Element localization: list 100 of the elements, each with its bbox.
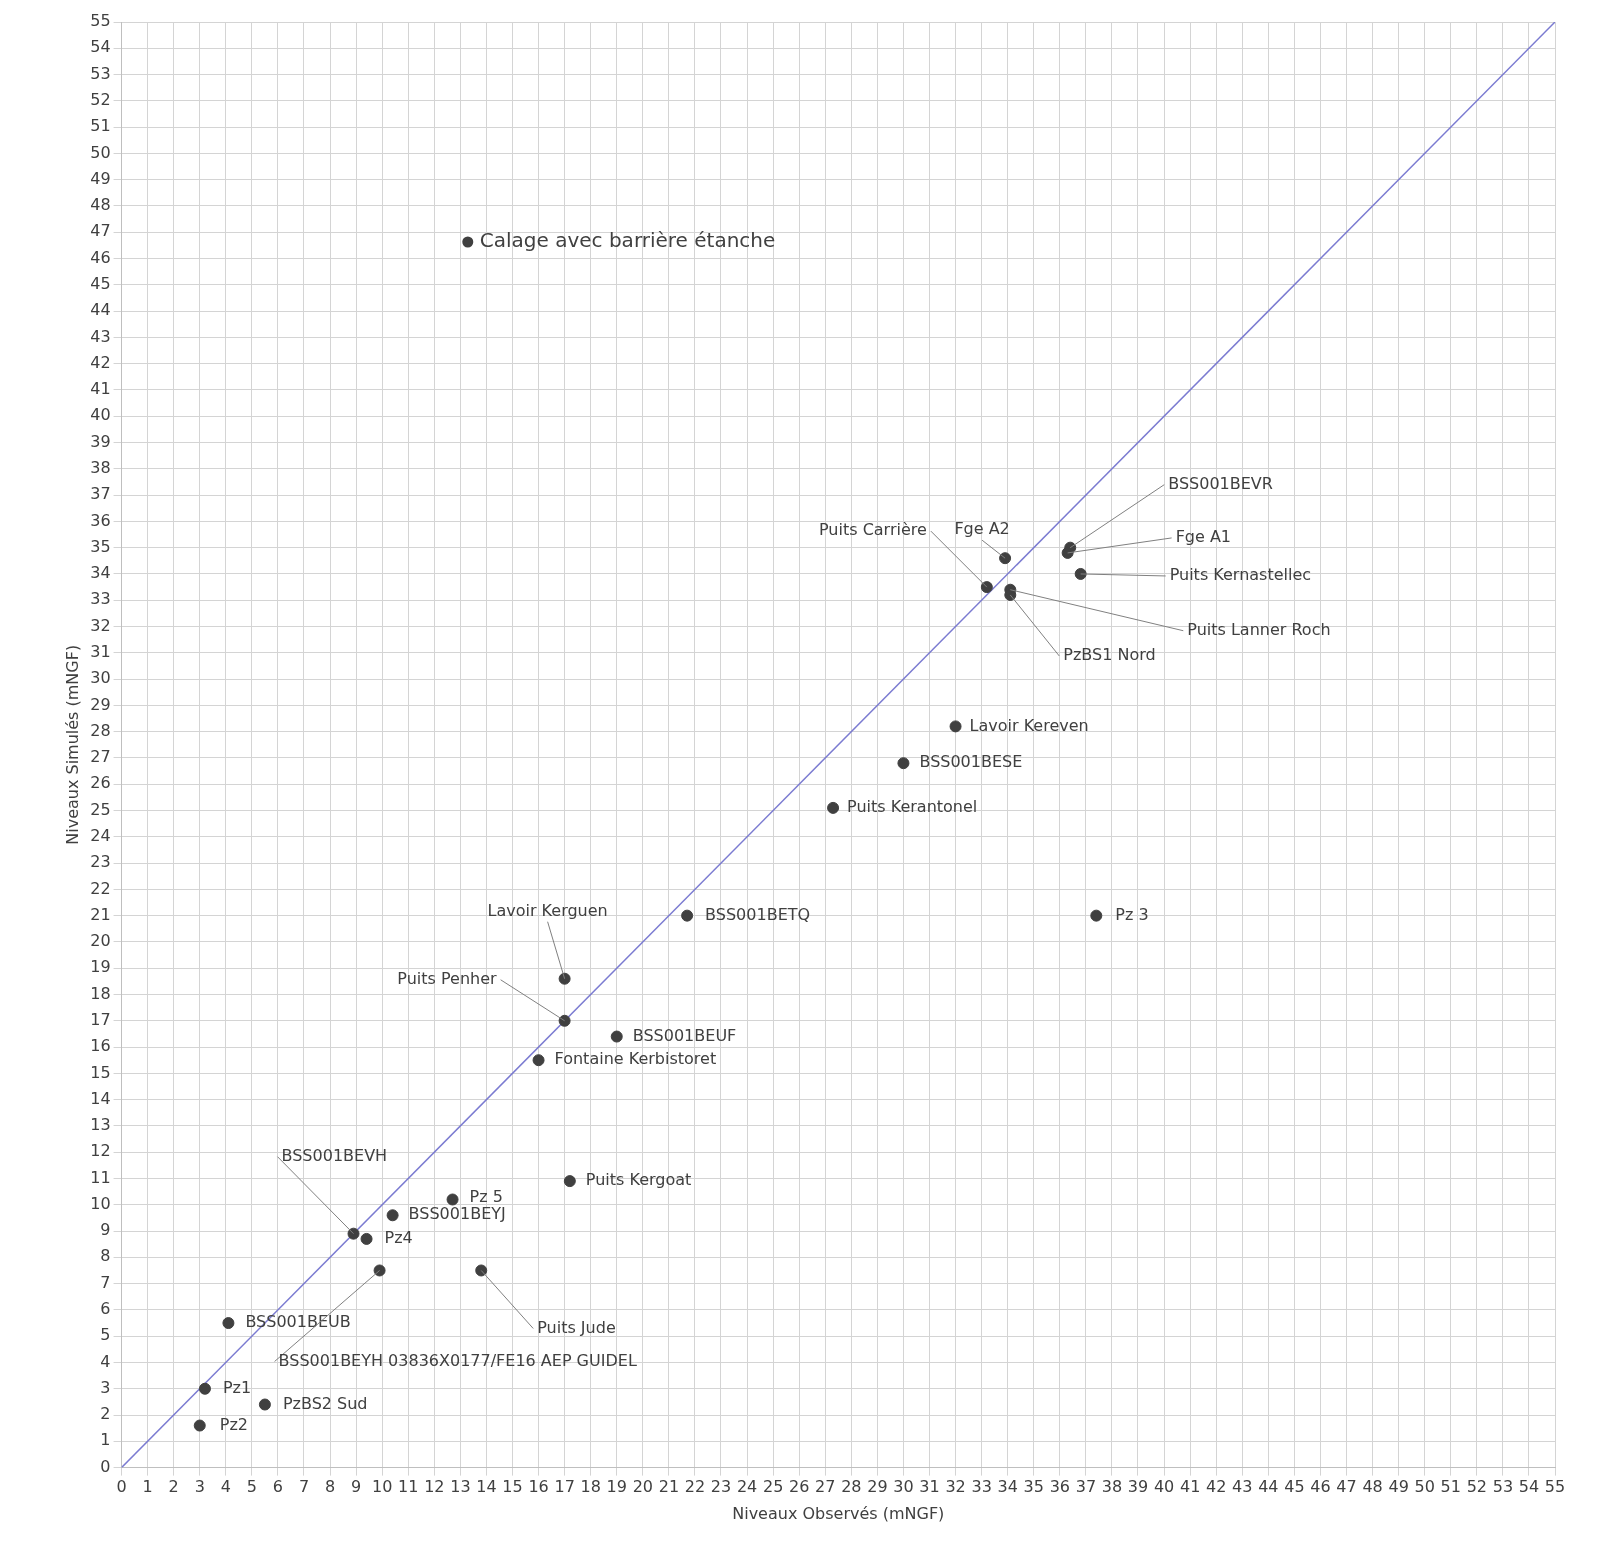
annotation: Pz 5 (469, 1186, 503, 1206)
y-tick-label: 37 (90, 484, 111, 504)
annotation: Puits Penher (397, 968, 498, 988)
x-axis-title: Niveaux Observés (mNGF) (732, 1503, 945, 1523)
y-tick-label: 44 (90, 300, 111, 320)
x-tick-label: 17 (554, 1477, 575, 1497)
x-tick-label: 10 (372, 1477, 393, 1497)
point (681, 909, 694, 922)
y-tick-label: 29 (90, 694, 111, 714)
y-tick-label: 55 (90, 11, 111, 31)
y-tick-label: 32 (90, 615, 111, 635)
point (446, 1193, 459, 1206)
x-tick-label: 4 (220, 1477, 231, 1497)
y-tick-label: 20 (90, 931, 111, 951)
x-tick-label: 14 (476, 1477, 497, 1497)
x-tick-label: 32 (945, 1477, 966, 1497)
y-tick-label: 48 (90, 195, 111, 215)
y-tick-label: 23 (90, 852, 111, 872)
y-tick-label: 1 (100, 1430, 111, 1450)
annotation: Puits Lanner Roch (1187, 619, 1331, 639)
annotation: Puits Kergoat (585, 1170, 692, 1190)
y-tick-label: 27 (90, 747, 111, 767)
y-tick-label: 47 (90, 221, 111, 241)
y-tick-label: 26 (90, 773, 111, 793)
y-tick-label: 54 (90, 37, 111, 57)
annotation: BSS001BEVR (1168, 473, 1273, 493)
y-tick-label: 13 (90, 1115, 111, 1135)
x-tick-label: 53 (1492, 1477, 1514, 1497)
x-tick-label: 34 (997, 1477, 1018, 1497)
annotation: Fge A1 (1175, 527, 1232, 547)
x-tick-label: 29 (867, 1477, 888, 1497)
x-tick-label: 33 (971, 1477, 992, 1497)
point (386, 1209, 399, 1222)
x-tick-label: 31 (919, 1477, 940, 1497)
annotation: Fge A2 (954, 519, 1010, 539)
y-tick-label: 39 (90, 431, 111, 451)
x-tick-label: 13 (450, 1477, 471, 1497)
y-tick-label: 9 (100, 1220, 111, 1240)
point (222, 1317, 235, 1330)
x-tick-label: 8 (324, 1477, 336, 1497)
y-tick-label: 2 (100, 1404, 111, 1424)
y-tick-label: 4 (100, 1351, 111, 1371)
y-tick-label: 35 (90, 536, 111, 556)
y-tick-label: 45 (90, 273, 111, 293)
y-tick-label: 28 (90, 720, 111, 740)
x-tick-label: 40 (1153, 1477, 1175, 1497)
annotation: BSS001BETQ (705, 904, 811, 924)
annotation: PzBS2 Sud (282, 1393, 368, 1413)
x-tick-label: 43 (1232, 1477, 1253, 1497)
annotation: Lavoir Kerguen (487, 900, 608, 920)
y-tick-label: 18 (90, 983, 111, 1003)
y-tick-label: 6 (100, 1299, 111, 1319)
x-tick-label: 9 (351, 1477, 362, 1497)
y-tick-label: 19 (90, 957, 111, 977)
y-tick-label: 24 (90, 825, 111, 845)
x-tick-label: 50 (1414, 1477, 1435, 1497)
x-tick-label: 2 (168, 1477, 179, 1497)
annotation: Puits Kernastellec (1169, 565, 1312, 585)
x-tick-label: 27 (815, 1477, 836, 1497)
y-tick-label: 38 (90, 457, 111, 477)
y-tick-label: 21 (90, 904, 111, 924)
y-tick-label: 22 (90, 878, 111, 898)
point (532, 1054, 545, 1067)
x-tick-label: 20 (632, 1477, 653, 1497)
x-tick-label: 25 (762, 1477, 784, 1497)
y-tick-label: 34 (90, 563, 111, 583)
y-axis-title: Niveaux Simulés (mNGF) (62, 644, 82, 845)
x-tick-label: 46 (1310, 1477, 1331, 1497)
x-tick-label: 15 (502, 1477, 523, 1497)
y-tick-label: 0 (100, 1456, 111, 1476)
x-tick-label: 6 (272, 1477, 284, 1497)
x-tick-label: 26 (789, 1477, 810, 1497)
x-tick-label: 3 (194, 1477, 205, 1497)
x-tick-label: 44 (1258, 1477, 1279, 1497)
point (980, 581, 993, 594)
y-tick-label: 50 (90, 142, 111, 162)
point (558, 972, 571, 985)
x-tick-label: 54 (1518, 1477, 1540, 1497)
x-tick-label: 28 (841, 1477, 862, 1497)
y-tick-label: 12 (90, 1141, 111, 1161)
point (1090, 909, 1103, 922)
x-tick-label: 36 (1049, 1477, 1070, 1497)
point (563, 1175, 576, 1188)
point (360, 1232, 373, 1245)
point (610, 1030, 623, 1043)
y-tick-label: 42 (90, 352, 111, 372)
y-tick-label: 8 (100, 1246, 111, 1266)
y-tick-label: 51 (90, 116, 111, 136)
point (949, 720, 962, 733)
x-tick-label: 30 (893, 1477, 914, 1497)
annotation: Puits Jude (537, 1317, 616, 1337)
point (373, 1264, 386, 1277)
x-tick-label: 45 (1284, 1477, 1305, 1497)
x-tick-label: 18 (580, 1477, 601, 1497)
x-tick-label: 1 (142, 1477, 153, 1497)
y-tick-label: 36 (90, 510, 111, 530)
y-tick-label: 31 (90, 641, 111, 661)
point (475, 1264, 488, 1277)
point (258, 1398, 271, 1411)
annotation: Lavoir Kereven (969, 715, 1089, 735)
